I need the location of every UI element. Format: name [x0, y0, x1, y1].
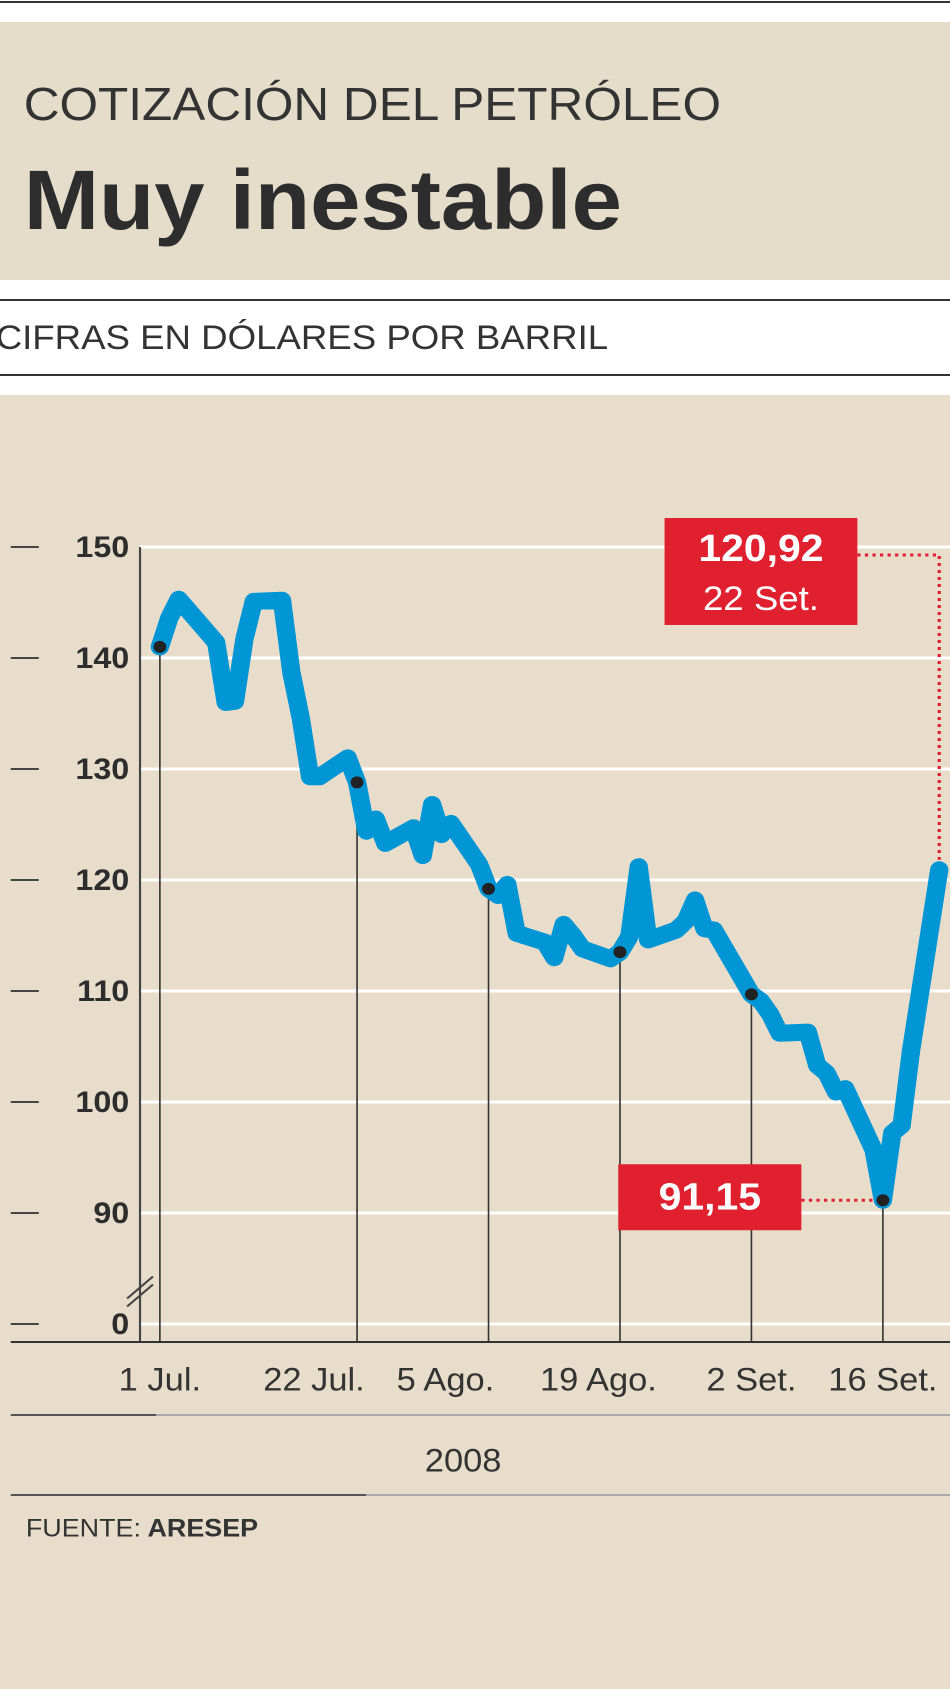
- supertitle: COTIZACIÓN DEL PETRÓLEO: [24, 79, 721, 131]
- axis-break: [126, 1283, 154, 1308]
- price-line: [150, 590, 949, 1209]
- x-tick-label: 5 Ago.: [397, 1363, 495, 1399]
- y-tick-label: 130: [75, 752, 129, 786]
- y-tick-label: 120: [75, 863, 129, 897]
- data-dot: [482, 882, 495, 895]
- x-tick-label: 19 Ago.: [540, 1363, 657, 1399]
- source: FUENTE: ARESEP: [26, 1514, 258, 1543]
- y-tick-label: 90: [93, 1196, 129, 1230]
- data-dot: [350, 776, 364, 789]
- axis-break: [126, 1275, 154, 1300]
- subtitle: CIFRAS EN DÓLARES POR BARRIL: [0, 319, 608, 357]
- callout-date: 22 Set.: [703, 580, 819, 618]
- data-dot: [876, 1194, 890, 1207]
- x-tick-label: 16 Set.: [828, 1363, 937, 1399]
- data-dot: [613, 946, 627, 959]
- x-tick-label: 2 Set.: [706, 1363, 796, 1399]
- data-dot: [153, 640, 167, 653]
- source-name: ARESEP: [147, 1514, 258, 1543]
- x-axis-label: 2008: [425, 1444, 502, 1480]
- title: Muy inestable: [24, 154, 622, 247]
- top-band: [0, 0, 950, 22]
- y-tick-label: 140: [75, 641, 129, 675]
- x-tick-label: 1 Jul.: [119, 1363, 201, 1399]
- callout-value: 120,92: [698, 527, 823, 569]
- source-label: FUENTE:: [26, 1514, 141, 1543]
- y-tick-label: 110: [77, 974, 129, 1008]
- x-tick-label: 22 Jul.: [263, 1363, 365, 1399]
- y-tick-label: 150: [75, 530, 129, 564]
- callout-box: [664, 518, 858, 625]
- y-tick-label: 100: [75, 1085, 129, 1119]
- callout-box: [618, 1164, 802, 1231]
- data-dot: [744, 988, 758, 1001]
- y-tick-label: 0: [111, 1307, 129, 1341]
- header: [0, 22, 950, 280]
- callout-value: 91,15: [659, 1176, 761, 1218]
